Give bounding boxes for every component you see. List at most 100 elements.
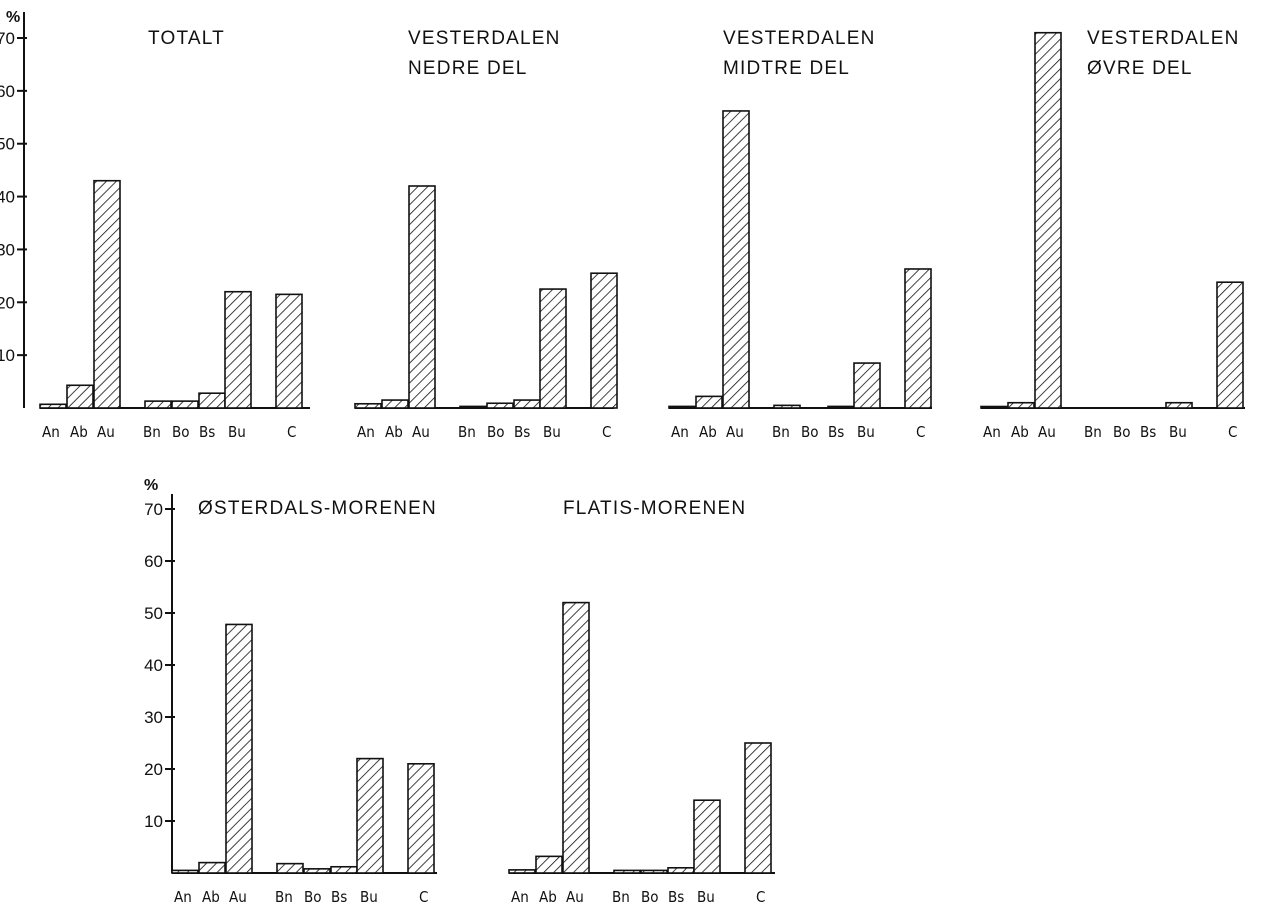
category-label-au: Au [566,888,584,903]
category-label-bn: Bn [612,888,630,903]
bar-au [408,185,436,409]
category-label-bu: Bu [360,888,378,903]
category-label-bs: Bs [668,888,684,903]
category-label-an: An [174,888,192,903]
bottom-y-tick-label-70: 70 [144,500,163,519]
category-label-au: Au [412,423,430,441]
category-label-bu: Bu [697,888,715,903]
panel-vesterdalen-midtre-del: VESTERDALEN MIDTRE DEL An Ab Au Bn Bo Bs Bu C [668,28,932,441]
category-label-c: C [1228,423,1237,441]
bar-an [171,869,199,874]
category-label-au: Au [726,423,744,441]
top-y-tick-label-60: 60 [0,82,15,101]
bar-c [744,742,772,874]
category-label-au: Au [1038,423,1056,441]
bar-ab [66,384,94,409]
category-label-ab: Ab [70,423,88,441]
category-label-an: An [511,888,529,903]
bar-c [407,762,435,874]
category-label-c: C [756,888,765,903]
bar-bs [198,392,226,409]
category-label-bo: Bo [304,888,322,903]
category-label-bu: Bu [543,423,561,441]
bar-au [722,110,750,409]
bottom-y-tick-label-40: 40 [144,656,163,675]
category-label-c: C [287,423,296,441]
bar-bs [667,866,695,874]
category-label-bs: Bs [514,423,530,441]
panel-flatis-morenen: FLATIS-MORENEN An Ab Au Bn Bo Bs Bu C [508,498,775,903]
top-y-tick-label-20: 20 [0,293,15,312]
bar-an [980,405,1008,409]
bar-bu [539,288,567,409]
category-label-bn: Bn [458,423,476,441]
category-label-ab: Ab [1011,423,1029,441]
top-y-tick-label-40: 40 [0,188,15,207]
bar-bu [853,362,881,409]
category-label-au: Au [97,423,115,441]
bottom-y-unit-label: % [144,477,158,494]
bar-bo [640,869,668,874]
top-y-tick-label-30: 30 [0,240,15,259]
bar-bn [144,400,172,409]
category-label-ab: Ab [385,423,403,441]
bar-ab [1007,401,1035,409]
panel-title-line: VESTERDALEN [723,28,876,49]
category-label-ab: Ab [699,423,717,441]
bar-bu [356,757,384,874]
bar-bn [459,405,487,409]
bar-au [1034,31,1062,409]
category-label-c: C [419,888,428,903]
bar-au [562,601,590,874]
bar-an [354,402,382,409]
category-label-bs: Bs [199,423,215,441]
panel-osterdals-morenen: ØSTERDALS-MORENEN An Ab Au Bn Bo Bs Bu C [171,498,437,903]
category-label-bo: Bo [1113,423,1131,441]
category-label-an: An [42,423,60,441]
panel-title-line: TOTALT [148,28,225,49]
category-label-ab: Ab [539,888,557,903]
bar-bo [171,400,199,409]
panel-totalt: TOTALT An Ab Au Bn Bo Bs Bu C [39,28,310,441]
panel-title-line: NEDRE DEL [408,58,528,79]
bar-bu [1165,401,1193,409]
panel-title-line: ØSTERDALS-MORENEN [198,498,437,519]
category-label-bu: Bu [1169,423,1187,441]
category-label-bo: Bo [172,423,190,441]
bar-au [225,623,253,874]
bar-au [93,179,121,409]
category-label-ab: Ab [202,888,220,903]
top-y-axis: % 10 20 30 40 50 60 70 [0,9,27,408]
bottom-y-tick-label-60: 60 [144,552,163,571]
panel-vesterdalen-nedre-del: VESTERDALEN NEDRE DEL An Ab Au Bn Bo Bs Bu C [354,28,618,441]
category-label-bn: Bn [1084,423,1102,441]
panel-title-line: FLATIS-MORENEN [563,498,746,519]
bottom-y-tick-label-30: 30 [144,708,163,727]
bar-ab [381,399,409,409]
bar-c [275,293,303,409]
panel-title-line: VESTERDALEN [1087,28,1240,49]
category-label-bo: Bo [801,423,819,441]
top-y-tick-label-70: 70 [0,29,15,48]
category-label-bn: Bn [275,888,293,903]
bar-an [508,869,536,874]
category-label-an: An [357,423,375,441]
bar-ab [535,855,563,874]
bar-bo [486,402,514,409]
bar-c [1216,281,1244,409]
category-label-bo: Bo [487,423,505,441]
bar-bs [330,865,358,874]
bar-bo [303,868,331,874]
category-label-bs: Bs [1140,423,1156,441]
panel-vesterdalen-ovre-del: VESTERDALEN ØVRE DEL An Ab Au Bn Bo Bs Bu C [980,28,1245,441]
category-label-an: An [983,423,1001,441]
category-label-bu: Bu [857,423,875,441]
bar-bn [276,862,304,874]
bar-bu [693,799,721,874]
bar-bs [827,405,855,409]
bottom-y-tick-label-20: 20 [144,760,163,779]
bar-c [904,268,932,409]
bar-ab [198,861,226,874]
bar-c [590,272,618,409]
